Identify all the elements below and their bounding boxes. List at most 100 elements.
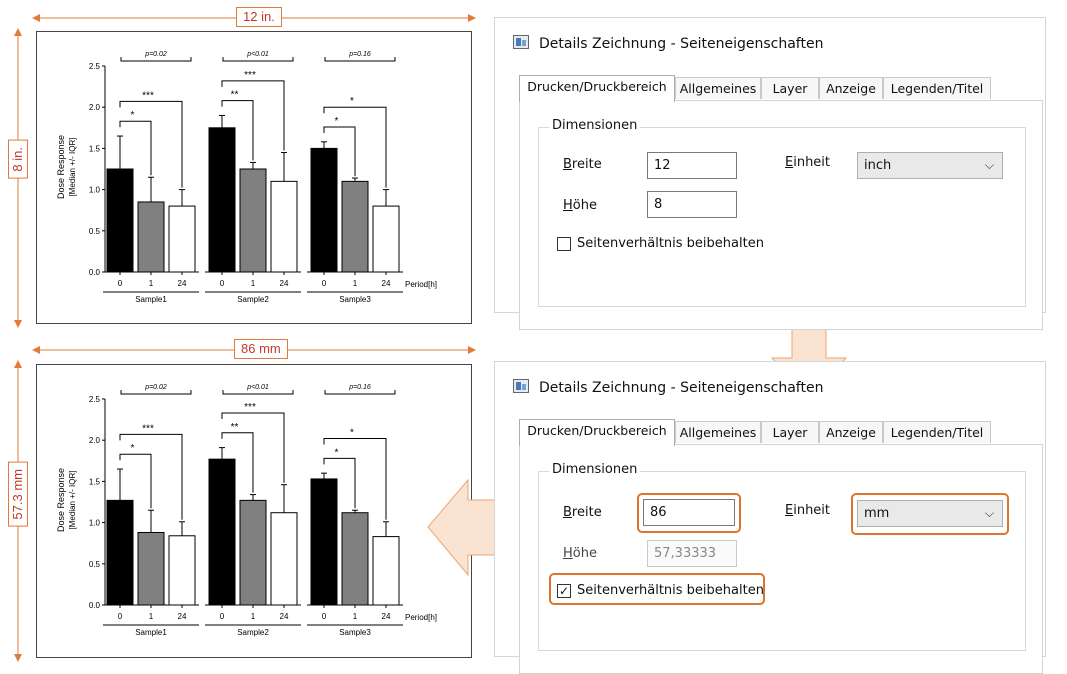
significance-bracket [119,120,152,176]
significance-bracket [119,453,152,509]
height-input[interactable]: 57,33333 [647,540,737,567]
height-input[interactable]: 8 [647,191,737,218]
pvalue-bracket [222,57,294,62]
width-dimension-label-bottom: 86 mm [234,339,288,359]
dimensions-group: Dimensionen Breite 86 Einheit mm ⌵ Höhe … [538,462,1026,651]
width-label-rest: reite [571,505,602,520]
significance-bracket [119,100,183,188]
tab-legenden[interactable]: Legenden/Titel [883,77,991,99]
dimensions-group-label: Dimensionen [549,118,641,133]
tab-drucken[interactable]: Drucken/Druckbereich [519,75,675,102]
width-label: Breite [563,157,602,172]
unit-select[interactable]: inch ⌵ [857,152,1003,179]
y-tick-label: 0.0 [89,268,101,277]
y-tick-label: 2.0 [89,436,101,445]
significance-label: ** [231,422,239,433]
group-label: Sample3 [339,295,371,304]
pvalue-label: p=0.16 [348,51,371,58]
unit-label-rest: inheit [793,155,831,170]
significance-bracket [221,432,254,493]
dialog-titlebar[interactable]: Details Zeichnung - Seiteneigenschaften [495,18,1045,64]
bar [137,531,165,606]
dimensions-group-label: Dimensionen [549,462,641,477]
tab-layer[interactable]: Layer [761,421,819,443]
width-input[interactable]: 86 [643,499,735,526]
tab-content: Dimensionen Breite 12 Einheit inch ⌵ Höh… [519,100,1043,330]
chevron-down-icon: ⌵ [984,158,994,172]
tab-layer[interactable]: Layer [761,77,819,99]
keep-ratio-checkbox[interactable]: ✓ [557,584,571,598]
x-tick-label: 1 [353,279,358,288]
x-tick-label: 24 [280,279,289,288]
keep-ratio-checkbox[interactable] [557,237,571,251]
bar [372,205,400,273]
pvalue-label: p=0.16 [348,384,371,391]
pvalue-label: p<0.01 [246,51,269,58]
x-tick-label: 1 [353,612,358,621]
unit-label-rest: inheit [793,503,831,518]
significance-label: * [131,110,135,121]
unit-select-value: inch [864,158,892,173]
dialog-titlebar[interactable]: Details Zeichnung - Seiteneigenschaften [495,362,1045,408]
tab-content: Dimensionen Breite 86 Einheit mm ⌵ Höhe … [519,444,1043,674]
tab-anzeige[interactable]: Anzeige [819,421,883,443]
y-tick-label: 0.5 [89,560,101,569]
pvalue-label: p=0.02 [144,384,167,391]
y-axis-label: Dose Response [56,468,66,532]
keep-ratio-label[interactable]: Seitenverhältnis beibehalten [577,236,764,251]
width-dimension-label-top: 12 in. [236,7,282,27]
unit-select[interactable]: mm ⌵ [857,500,1003,527]
significance-label: *** [244,402,256,413]
x-tick-label: 1 [251,279,256,288]
width-label: Breite [563,505,602,520]
significance-label: * [335,116,339,127]
significance-bracket [323,457,356,509]
bar [168,535,196,606]
significance-bracket [221,100,254,161]
significance-label: ** [231,90,239,101]
width-highlight [637,493,741,533]
height-label: Höhe [563,546,597,561]
bar [270,512,298,606]
significance-bracket [323,106,387,188]
width-input[interactable]: 12 [647,152,737,179]
dimensions-group: Dimensionen Breite 12 Einheit inch ⌵ Höh… [538,118,1026,307]
significance-bracket [323,126,356,177]
pvalue-label: p<0.01 [246,384,269,391]
keep-ratio-label[interactable]: Seitenverhältnis beibehalten [577,583,764,598]
bar [310,147,338,273]
significance-bracket [221,80,285,151]
height-label: Höhe [563,198,597,213]
page-properties-dialog-bottom: Details Zeichnung - Seiteneigenschaften … [494,361,1046,674]
y-tick-label: 1.5 [89,144,101,153]
x-tick-label: 24 [382,279,391,288]
tab-anzeige[interactable]: Anzeige [819,77,883,99]
y-tick-label: 0.0 [89,601,101,610]
pvalue-bracket [324,390,396,395]
significance-label: *** [244,70,256,81]
unit-highlight [851,493,1009,535]
tab-allgemeines[interactable]: Allgemeines [675,421,761,443]
group-label: Sample2 [237,295,269,304]
tab-legenden[interactable]: Legenden/Titel [883,421,991,443]
significance-label: * [131,443,135,454]
tab-drucken[interactable]: Drucken/Druckbereich [519,419,675,446]
group-label: Sample2 [237,628,269,637]
significance-bracket [221,412,285,483]
bar-chart-top: 0.0 0.5 1.0 1.5 2.0 2.5 Dose Response [Median +… [56,51,437,304]
pvalue-bracket [120,57,192,62]
pvalue-bracket [120,390,192,395]
x-tick-label: 0 [118,612,123,621]
x-tick-label: 0 [220,279,225,288]
y-tick-label: 0.5 [89,227,101,236]
y-axis-label-2: [Median +/- IQR] [68,138,77,197]
x-tick-label: 24 [178,612,187,621]
keep-ratio-highlight [549,573,765,605]
x-tick-label: 24 [280,612,289,621]
height-label-rest: öhe [572,198,597,213]
bar [341,512,369,606]
tab-allgemeines[interactable]: Allgemeines [675,77,761,99]
group-label: Sample3 [339,628,371,637]
bar [372,536,400,606]
bar-chart-bottom: 0.0 0.5 1.0 1.5 2.0 2.5 Dose Response [Median +… [56,384,437,637]
